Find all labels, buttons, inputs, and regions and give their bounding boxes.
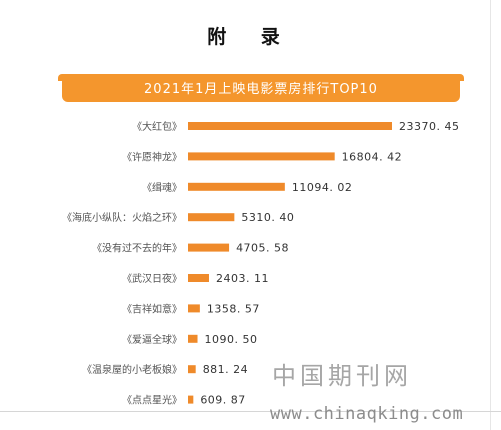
category-label: 《点点星光》 — [122, 394, 182, 407]
value-label: 11094. 02 — [292, 181, 352, 194]
value-label: 1090. 50 — [205, 333, 258, 346]
bar — [188, 304, 200, 313]
bar — [188, 213, 235, 222]
bar — [188, 152, 335, 161]
page-heading: 附 录 — [207, 26, 294, 48]
category-label: 《海底小纵队：火焰之环》 — [62, 211, 182, 224]
chart-banner-tab — [58, 74, 464, 81]
category-label: 《没有过不去的年》 — [92, 242, 182, 255]
watermark-url: www.chinaqking.com — [270, 404, 464, 424]
value-label: 4705. 58 — [236, 242, 289, 255]
category-label: 《缉魂》 — [142, 181, 182, 194]
bar — [188, 122, 392, 130]
bar — [188, 334, 198, 343]
value-label: 1358. 57 — [207, 302, 260, 315]
value-label: 2403. 11 — [216, 272, 269, 285]
value-label: 881. 24 — [203, 363, 249, 376]
chart-title: 2021年1月上映电影票房排行TOP10 — [62, 78, 460, 102]
category-label: 《武汉日夜》 — [122, 272, 182, 285]
value-label: 609. 87 — [200, 394, 246, 407]
category-label: 《爱逼全球》 — [122, 333, 182, 346]
value-label: 23370. 45 — [399, 120, 459, 133]
category-label: 《许愿神龙》 — [122, 150, 182, 163]
bar — [188, 365, 196, 374]
bar — [188, 274, 209, 282]
category-label: 《吉祥如意》 — [122, 302, 182, 315]
value-label: 16804. 42 — [342, 150, 402, 163]
bar — [188, 243, 230, 252]
footer-rule — [0, 411, 501, 412]
category-label: 《温泉屋的小老板娘》 — [82, 363, 182, 376]
bar — [188, 395, 194, 404]
page-edge-rule — [490, 0, 491, 430]
watermark-text: 中国期刊网 — [272, 362, 412, 390]
category-label: 《大红包》 — [132, 120, 182, 133]
bar — [188, 182, 285, 191]
value-label: 5310. 40 — [241, 211, 294, 224]
